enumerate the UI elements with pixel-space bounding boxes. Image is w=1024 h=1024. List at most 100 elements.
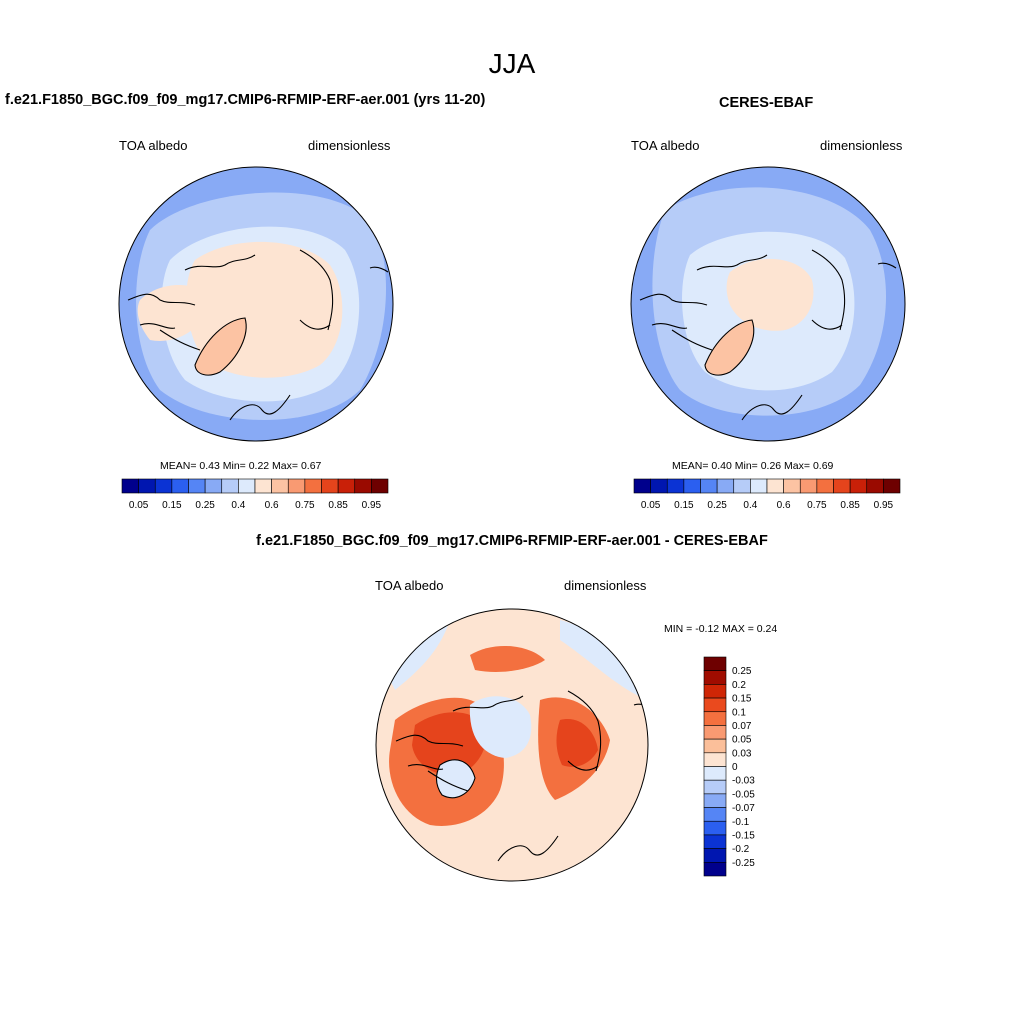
diff-colorbar-swatch: [703, 766, 727, 781]
model-colorbar-swatch: [304, 478, 322, 494]
obs-colorbar-swatch: [866, 478, 884, 494]
obs-island-coast: [877, 262, 897, 269]
obs-colorbar: 0.05 0.15 0.25 0.4 0.6 0.75 0.85 0.95: [633, 478, 901, 511]
diff-colorbar-tick-label: 0.15: [732, 694, 752, 705]
model-colorbar-tick-label: 0.6: [265, 500, 279, 511]
obs-greenland-coast: [704, 319, 755, 376]
model-colorbar-tick-label: 0.95: [362, 500, 382, 511]
model-colorbar-swatch: [238, 478, 256, 494]
diff-colorbar-swatch: [703, 752, 727, 767]
obs-arctic-high-field: [726, 258, 814, 331]
obs-panel-title: CERES-EBAF: [719, 95, 814, 111]
model-colorbar-swatch: [354, 478, 372, 494]
diff-cool-field-ne: [560, 620, 648, 700]
obs-map-border: [630, 166, 906, 442]
model-colorbar-swatch: [171, 478, 189, 494]
obs-colorbar-tick-label: 0.15: [674, 500, 694, 511]
diff-colorbar-tick-label: -0.05: [732, 789, 755, 800]
diff-variable-label: TOA albedo: [375, 578, 444, 593]
diff-colorbar-swatch: [703, 807, 727, 822]
diff-cool-field-pole: [469, 696, 532, 758]
diff-colorbar-tick-label: 0.07: [732, 721, 752, 732]
obs-colorbar-tick-label: 0.95: [874, 500, 894, 511]
diff-colorbar-swatch: [703, 820, 727, 836]
diff-colorbar-swatch: [703, 670, 727, 685]
model-stats: MEAN= 0.43 Min= 0.22 Max= 0.67: [160, 460, 322, 472]
obs-colorbar-tick-label: 0.75: [807, 500, 827, 511]
diff-colorbar-tick-label: -0.25: [732, 858, 755, 869]
diff-colorbar-swatch: [703, 793, 727, 808]
model-colorbar: 0.05 0.15 0.25 0.4 0.6 0.75 0.85 0.95: [121, 478, 389, 511]
obs-colorbar-tick-label: 0.25: [707, 500, 727, 511]
obs-colorbar-swatch: [766, 478, 784, 494]
obs-colorbar-swatch: [700, 478, 718, 494]
model-coastlines: [127, 249, 334, 421]
model-greenland-field: [195, 318, 247, 376]
model-map-border: [118, 166, 394, 442]
diff-colorbar-swatch: [703, 725, 727, 740]
model-colorbar-swatch: [371, 478, 389, 494]
obs-units-label: dimensionless: [820, 138, 903, 153]
model-colorbar-swatch: [121, 478, 139, 494]
model-variable-label: TOA albedo: [119, 138, 188, 153]
obs-coastlines: [639, 249, 846, 421]
diff-colorbar-tick-label: 0: [732, 762, 738, 773]
obs-colorbar-swatch: [683, 478, 701, 494]
diff-units-label: dimensionless: [564, 578, 647, 593]
model-colorbar-swatch: [188, 478, 206, 494]
obs-colorbar-tick-label: 0.05: [641, 500, 661, 511]
obs-colorbar-swatch: [666, 478, 685, 494]
model-colorbar-swatch: [271, 478, 289, 494]
diff-colorbar-tick-label: 0.03: [732, 748, 752, 759]
model-colorbar-tick-label: 0.15: [162, 500, 182, 511]
model-units-label: dimensionless: [308, 138, 391, 153]
obs-colorbar-swatch: [833, 478, 851, 494]
model-colorbar-tick-label: 0.05: [129, 500, 149, 511]
model-polar-map: [118, 166, 394, 442]
main-title: JJA: [488, 48, 536, 79]
diff-minmax-stats: MIN = -0.12 MAX = 0.24: [664, 623, 778, 635]
diff-colorbar-tick-label: -0.15: [732, 830, 755, 841]
model-canada-field: [137, 285, 210, 341]
diff-colorbar-swatch: [703, 834, 727, 849]
obs-colorbar-swatch: [783, 478, 801, 494]
obs-colorbar-swatch: [816, 478, 834, 494]
diff-cool-field-greenland: [436, 759, 475, 798]
obs-colorbar-swatch: [883, 478, 901, 494]
model-colorbar-swatch: [321, 478, 339, 494]
diff-colorbar-swatch: [703, 711, 727, 726]
obs-colorbar-tick-label: 0.85: [840, 500, 860, 511]
obs-colorbar-swatch: [650, 478, 668, 494]
diff-colorbar-swatch: [703, 656, 727, 671]
diff-colorbar-tick-label: -0.03: [732, 776, 755, 787]
model-colorbar-tick-label: 0.85: [328, 500, 348, 511]
model-colorbar-swatch: [287, 478, 306, 494]
diff-panel-title: f.e21.F1850_BGC.f09_f09_mg17.CMIP6-RFMIP…: [256, 533, 768, 549]
obs-colorbar-swatch: [633, 478, 651, 494]
diff-colorbar-swatch: [703, 738, 727, 754]
model-colorbar-swatch: [154, 478, 173, 494]
obs-stats: MEAN= 0.40 Min= 0.26 Max= 0.69: [672, 460, 834, 472]
diff-colorbar-swatch: [703, 697, 727, 713]
obs-colorbar-tick-label: 0.6: [777, 500, 791, 511]
obs-colorbar-swatch: [799, 478, 818, 494]
diff-colorbar-swatch: [703, 684, 727, 699]
model-colorbar-swatch: [204, 478, 223, 494]
diff-warm-field-north: [470, 645, 545, 672]
diff-colorbar-tick-label: 0.05: [732, 735, 752, 746]
diff-colorbar-tick-label: 0.25: [732, 666, 752, 677]
diff-colorbar-tick-label: -0.1: [732, 817, 750, 828]
obs-colorbar-swatch: [849, 478, 868, 494]
model-colorbar-swatch: [138, 478, 156, 494]
model-colorbar-tick-label: 0.25: [195, 500, 215, 511]
obs-colorbar-swatch: [733, 478, 751, 494]
model-panel-title: f.e21.F1850_BGC.f09_f09_mg17.CMIP6-RFMIP…: [5, 92, 486, 108]
model-colorbar-swatch: [337, 478, 356, 494]
diff-colorbar-swatch: [703, 862, 727, 877]
obs-colorbar-tick-label: 0.4: [743, 500, 757, 511]
diff-colorbar-tick-label: 0.1: [732, 707, 746, 718]
model-colorbar-swatch: [221, 478, 239, 494]
obs-greenland-field: [705, 320, 754, 376]
diff-hot-field-east: [556, 719, 598, 767]
